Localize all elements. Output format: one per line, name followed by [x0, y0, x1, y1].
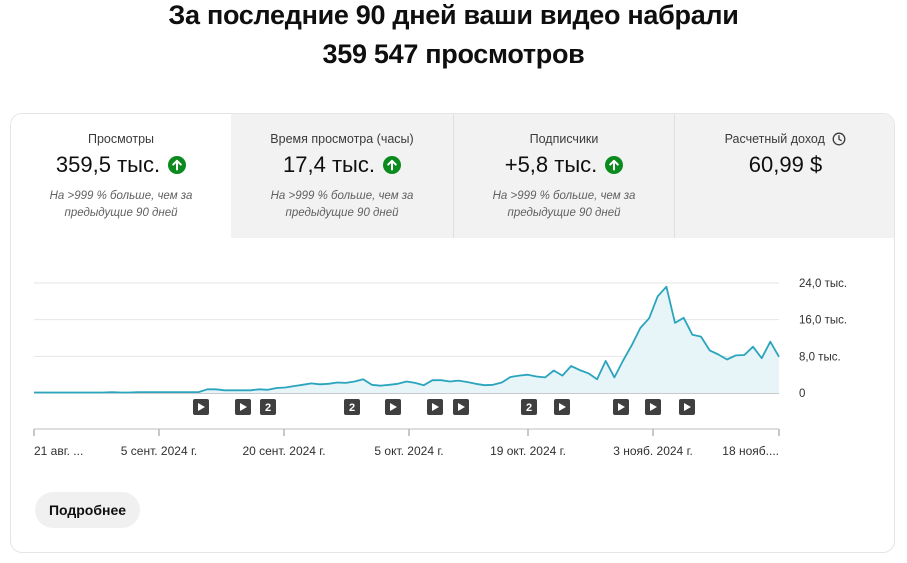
details-button[interactable]: Подробнее	[35, 492, 140, 528]
series-line	[34, 285, 780, 394]
trend-up-icon	[168, 156, 187, 174]
video-marker-label: 2	[349, 402, 355, 414]
metric-title: Расчетный доход	[675, 132, 894, 146]
video-marker-count: 2	[344, 399, 360, 415]
play-icon	[390, 403, 397, 411]
views-chart: 24,0 тыс. 16,0 тыс. 8,0 тыс. 0 2 2 2 21 авг. ..…	[33, 278, 847, 458]
metric-tab-subscribers[interactable]: Подписчики +5,8 тыс. На >999 % больше, ч…	[454, 114, 674, 238]
metric-title: Подписчики	[529, 132, 599, 146]
metric-value: +5,8 тыс.	[504, 152, 598, 177]
play-icon	[618, 403, 625, 411]
trend-up-icon	[605, 156, 624, 174]
video-marker-play-icon	[427, 399, 443, 415]
x-tick-label: 3 нояб. 2024 г.	[613, 444, 693, 458]
metric-value: 17,4 тыс.	[283, 152, 375, 177]
video-marker-play-icon	[613, 399, 629, 415]
x-tick-label: 19 окт. 2024 г.	[490, 444, 566, 458]
metric-note: На >999 % больше, чем за предыдущие 90 д…	[492, 190, 636, 219]
x-tick-label: 20 сент. 2024 г.	[242, 444, 325, 458]
video-marker-play-icon	[193, 399, 209, 415]
x-tick-label: 21 авг. ...	[34, 444, 83, 458]
video-marker-play-icon	[385, 399, 401, 415]
metric-title: Время просмотра (часы)	[270, 132, 414, 146]
headline-line-2: 359 547 просмотров	[322, 39, 585, 69]
play-icon	[650, 403, 657, 411]
video-marker-box	[260, 399, 276, 415]
play-icon	[240, 403, 247, 411]
metric-tab-views[interactable]: Просмотры 359,5 тыс. На >999 % больше, ч…	[11, 114, 231, 238]
video-marker-play-icon	[554, 399, 570, 415]
play-icon	[198, 403, 205, 411]
x-tick-label: 18 нояб....	[722, 444, 779, 458]
video-marker-box	[344, 399, 360, 415]
video-marker-label: 2	[526, 402, 532, 414]
series-area	[34, 286, 779, 393]
y-tick-label: 24,0 тыс.	[799, 278, 847, 290]
play-icon	[458, 403, 465, 411]
metric-tab-watch-time[interactable]: Время просмотра (часы) 17,4 тыс. На >999…	[231, 114, 453, 238]
video-marker-count: 2	[260, 399, 276, 415]
trend-up-icon	[382, 156, 401, 174]
video-marker-label: 2	[265, 402, 271, 414]
video-marker-count: 2	[521, 399, 537, 415]
headline-line-1: За последние 90 дней ваши видео набрали	[168, 0, 739, 30]
metric-value: 60,99 $	[748, 152, 823, 177]
metric-note: На >999 % больше, чем за предыдущие 90 д…	[49, 190, 193, 219]
video-marker-box	[521, 399, 537, 415]
metric-title: Просмотры	[87, 132, 155, 146]
play-icon	[559, 403, 566, 411]
clock-icon	[832, 132, 846, 146]
video-marker-play-icon	[679, 399, 695, 415]
y-tick-label: 8,0 тыс.	[799, 351, 841, 363]
analytics-card: Просмотры 359,5 тыс. На >999 % больше, ч…	[10, 113, 895, 553]
y-tick-label: 16,0 тыс.	[799, 315, 847, 327]
divider	[674, 114, 675, 238]
play-icon	[432, 403, 439, 411]
divider	[453, 114, 454, 238]
y-tick-label: 0	[799, 388, 805, 400]
video-marker-play-icon	[453, 399, 469, 415]
metric-value: 359,5 тыс.	[55, 152, 161, 177]
play-icon	[684, 403, 691, 411]
metric-note: На >999 % больше, чем за предыдущие 90 д…	[270, 190, 414, 219]
x-tick-label: 5 окт. 2024 г.	[374, 444, 443, 458]
x-tick-label: 5 сент. 2024 г.	[121, 444, 197, 458]
metric-tab-revenue[interactable]: Расчетный доход 60,99 $	[675, 114, 894, 238]
video-marker-play-icon	[645, 399, 661, 415]
video-marker-play-icon	[235, 399, 251, 415]
